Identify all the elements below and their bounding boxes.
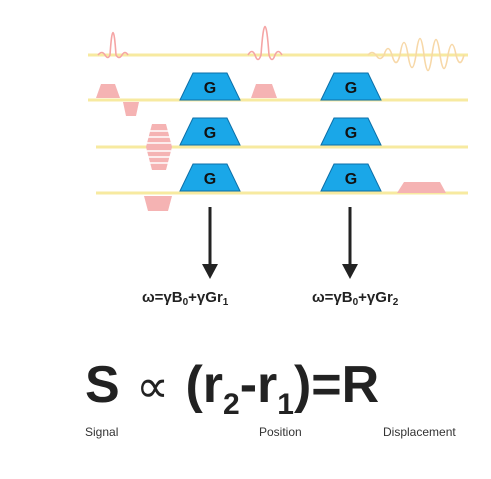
- diffusion-gradient-2-right: G: [320, 117, 382, 146]
- frequency-formula-right: ω=γB0+γGr2: [312, 289, 399, 308]
- caption-displacement: Displacement: [383, 425, 456, 439]
- slice-gradient-lobe: [96, 84, 120, 98]
- diffusion-gradient-2-left: G: [179, 117, 241, 146]
- diffusion-gradient-3-left: G: [179, 163, 241, 192]
- proportional-symbol: ∝: [136, 360, 170, 412]
- rf-pulse-90: [97, 31, 129, 59]
- caption-signal: Signal: [85, 425, 119, 439]
- rf-pulse-180: [247, 26, 283, 61]
- arrow-left: [202, 207, 218, 279]
- diffusion-gradient-1-right: G: [320, 72, 382, 101]
- diffusion-gradient-3-right: G: [320, 163, 382, 192]
- phase-encode-table: [146, 124, 172, 170]
- equation-signal-symbol: S: [85, 356, 120, 414]
- echo-signal: [367, 37, 465, 72]
- svg-text:G: G: [345, 171, 357, 188]
- arrow-right: [342, 207, 358, 279]
- diffusion-gradient-1-left: G: [179, 72, 241, 101]
- pulse-sequence-diagram: G G G G G G: [88, 26, 468, 279]
- readout-gradient-lobe: [397, 182, 446, 193]
- svg-text:G: G: [204, 80, 216, 97]
- readout-prephase-lobe: [144, 196, 172, 211]
- svg-text:G: G: [345, 125, 357, 142]
- frequency-formula-left: ω=γB0+γGr1: [142, 289, 229, 308]
- signal-displacement-equation: S ∝ (r2-r1)=R: [85, 356, 380, 421]
- svg-text:G: G: [345, 80, 357, 97]
- svg-text:G: G: [204, 125, 216, 142]
- caption-position: Position: [259, 425, 302, 439]
- svg-text:G: G: [204, 171, 216, 188]
- slice-refocus-lobe: [123, 102, 139, 116]
- crusher-lobe: [251, 84, 277, 98]
